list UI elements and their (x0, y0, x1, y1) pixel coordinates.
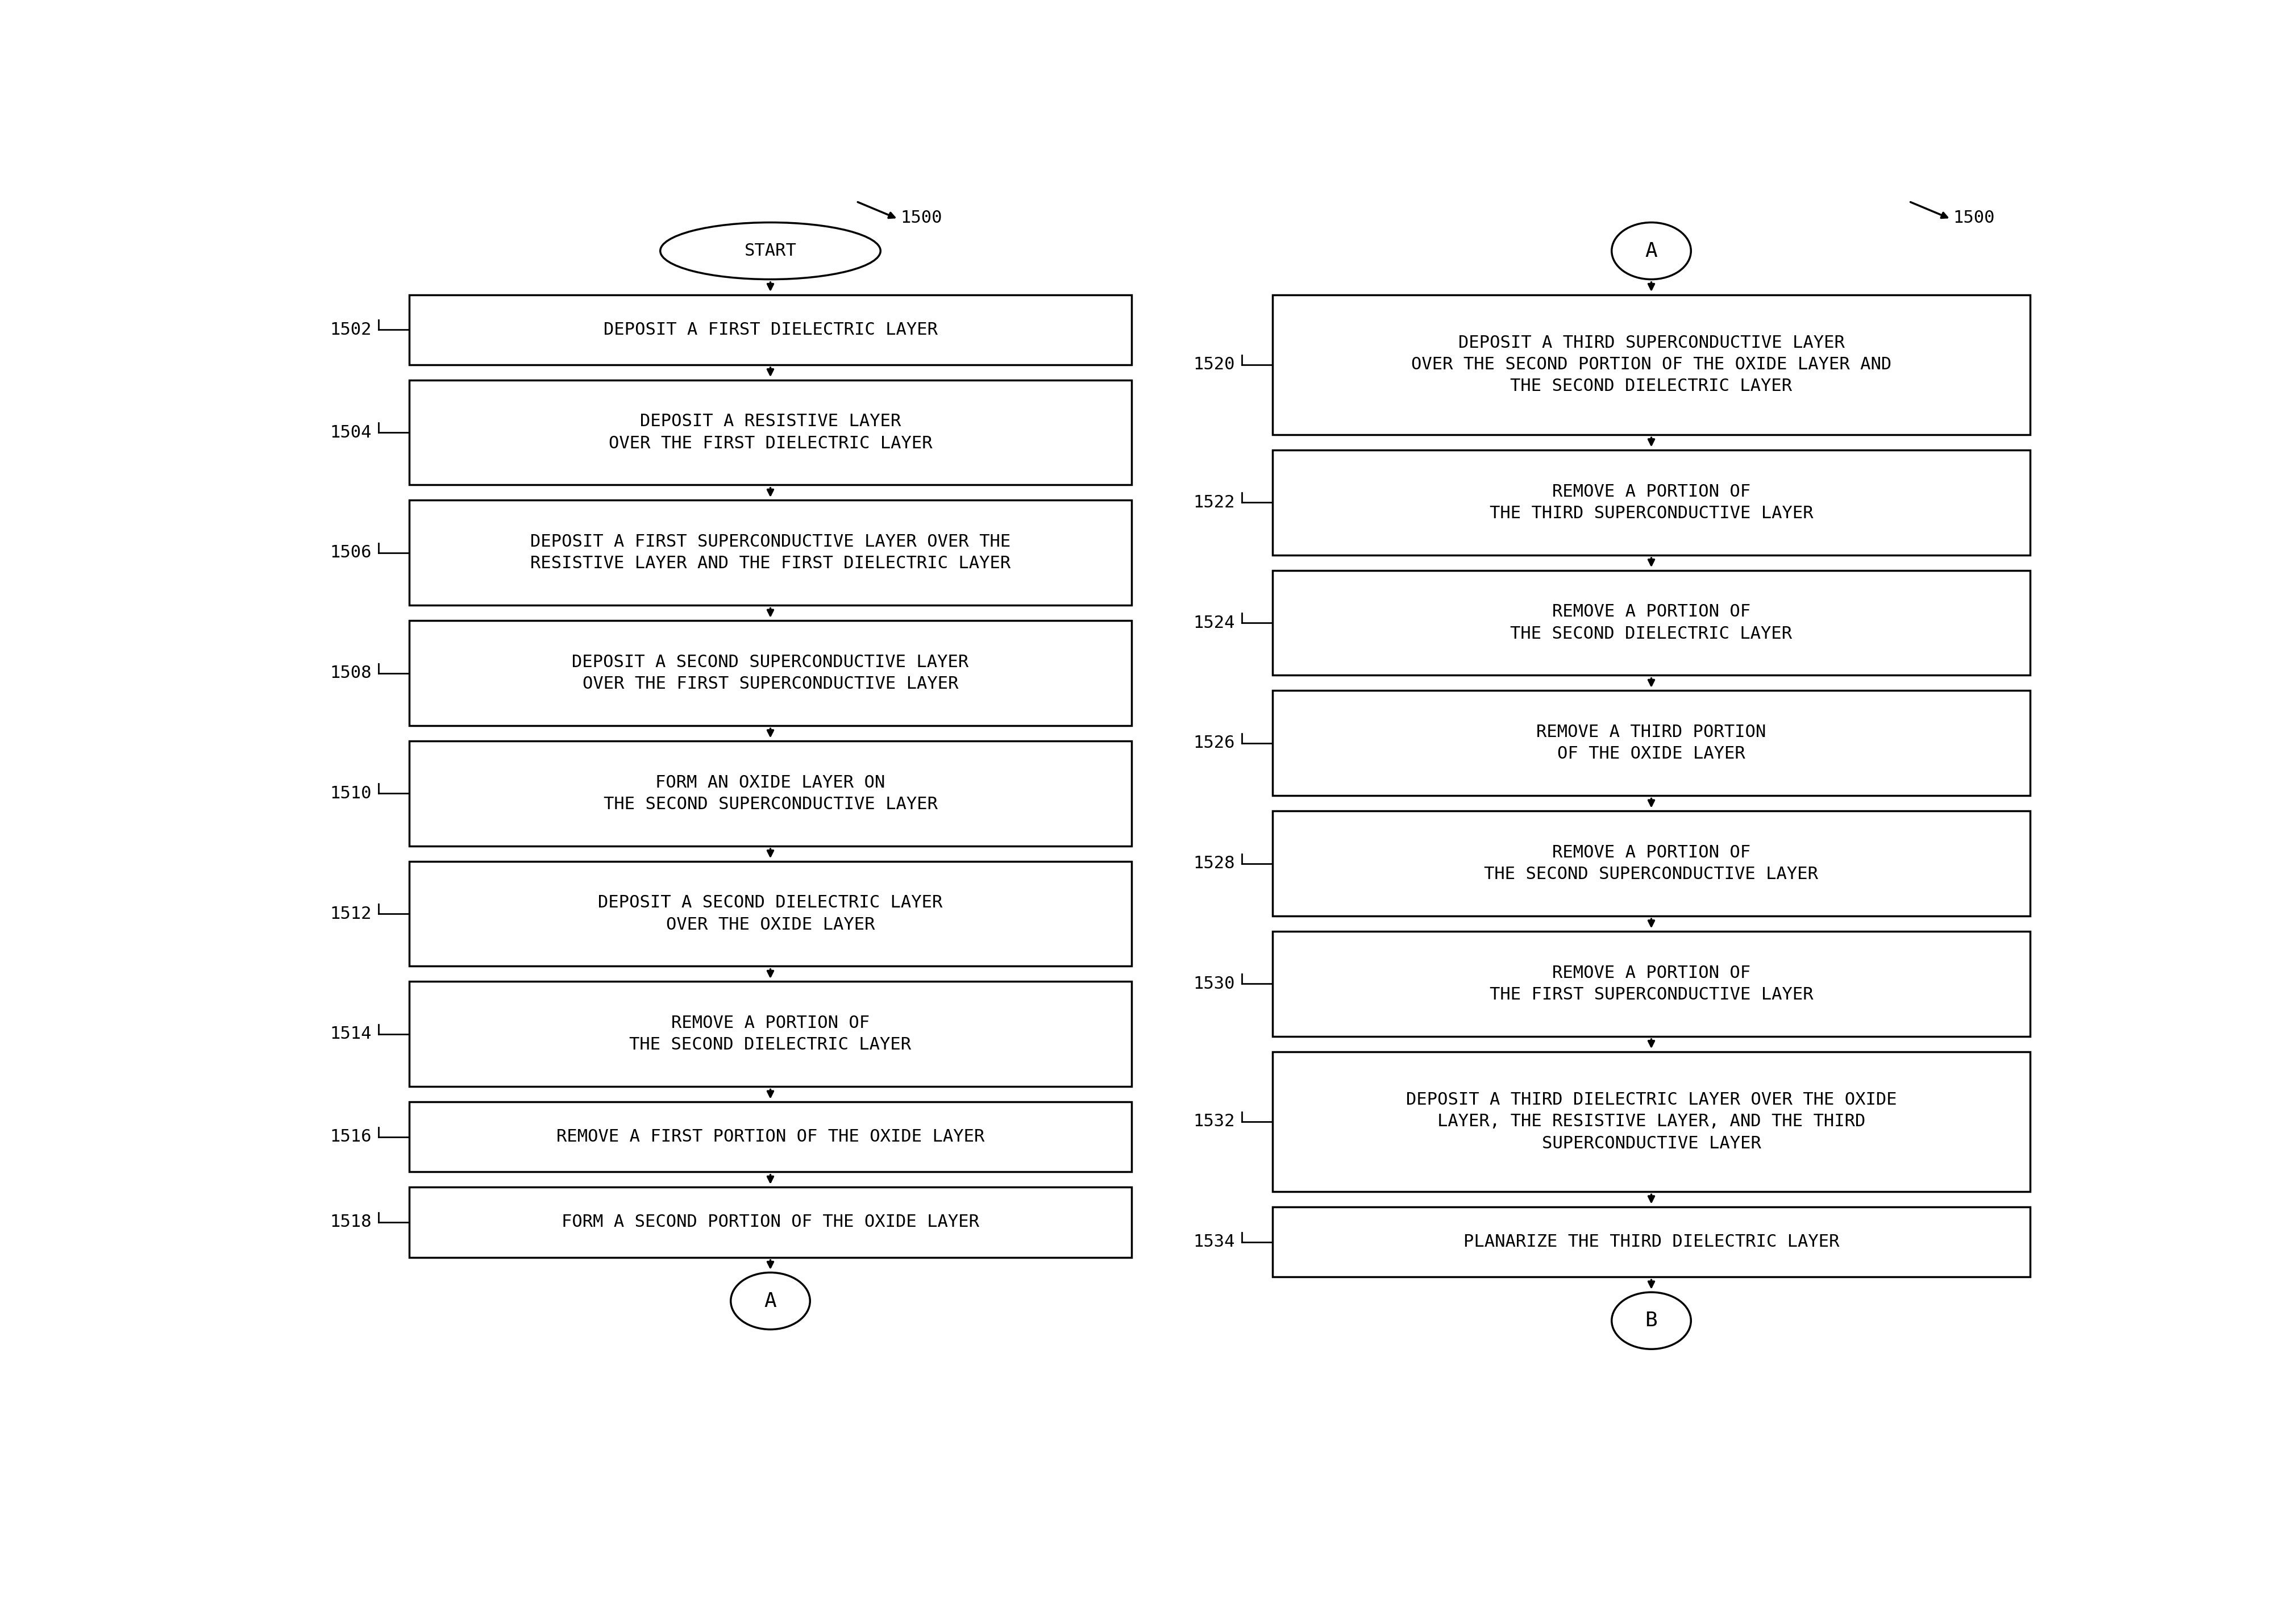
Text: PLANARIZE THE THIRD DIELECTRIC LAYER: PLANARIZE THE THIRD DIELECTRIC LAYER (1464, 1234, 1839, 1250)
Text: 1514: 1514 (329, 1026, 373, 1043)
Text: DEPOSIT A RESISTIVE LAYER
OVER THE FIRST DIELECTRIC LAYER: DEPOSIT A RESISTIVE LAYER OVER THE FIRST… (608, 414, 933, 451)
Ellipse shape (732, 1273, 810, 1330)
FancyBboxPatch shape (409, 620, 1132, 726)
Text: 1522: 1522 (1194, 494, 1235, 510)
Text: REMOVE A PORTION OF
THE SECOND DIELECTRIC LAYER: REMOVE A PORTION OF THE SECOND DIELECTRI… (1509, 604, 1793, 641)
FancyBboxPatch shape (409, 981, 1132, 1086)
Text: 1516: 1516 (329, 1129, 373, 1145)
Text: A: A (764, 1291, 778, 1311)
FancyBboxPatch shape (1272, 1052, 2031, 1192)
Text: REMOVE A THIRD PORTION
OF THE OXIDE LAYER: REMOVE A THIRD PORTION OF THE OXIDE LAYE… (1537, 724, 1766, 762)
Text: REMOVE A PORTION OF
THE SECOND SUPERCONDUCTIVE LAYER: REMOVE A PORTION OF THE SECOND SUPERCOND… (1484, 844, 1818, 882)
Text: 1504: 1504 (329, 424, 373, 440)
FancyBboxPatch shape (1272, 570, 2031, 676)
Text: 1512: 1512 (329, 906, 373, 922)
Text: 1520: 1520 (1194, 356, 1235, 374)
Text: 1502: 1502 (329, 322, 373, 338)
FancyBboxPatch shape (1272, 294, 2031, 435)
Text: REMOVE A FIRST PORTION OF THE OXIDE LAYER: REMOVE A FIRST PORTION OF THE OXIDE LAYE… (556, 1129, 983, 1145)
Text: FORM A SECOND PORTION OF THE OXIDE LAYER: FORM A SECOND PORTION OF THE OXIDE LAYER (563, 1215, 979, 1231)
FancyBboxPatch shape (1272, 1207, 2031, 1276)
Text: REMOVE A PORTION OF
THE THIRD SUPERCONDUCTIVE LAYER: REMOVE A PORTION OF THE THIRD SUPERCONDU… (1489, 484, 1814, 521)
Text: DEPOSIT A THIRD DIELECTRIC LAYER OVER THE OXIDE
LAYER, THE RESISTIVE LAYER, AND : DEPOSIT A THIRD DIELECTRIC LAYER OVER TH… (1407, 1091, 1896, 1151)
Text: 1500: 1500 (901, 209, 942, 226)
Text: 1510: 1510 (329, 784, 373, 802)
Ellipse shape (1612, 1293, 1690, 1350)
Text: DEPOSIT A FIRST SUPERCONDUCTIVE LAYER OVER THE
RESISTIVE LAYER AND THE FIRST DIE: DEPOSIT A FIRST SUPERCONDUCTIVE LAYER OV… (531, 534, 1011, 572)
FancyBboxPatch shape (409, 500, 1132, 606)
Text: 1524: 1524 (1194, 614, 1235, 632)
Text: FORM AN OXIDE LAYER ON
THE SECOND SUPERCONDUCTIVE LAYER: FORM AN OXIDE LAYER ON THE SECOND SUPERC… (604, 775, 938, 812)
Text: REMOVE A PORTION OF
THE SECOND DIELECTRIC LAYER: REMOVE A PORTION OF THE SECOND DIELECTRI… (629, 1015, 910, 1054)
FancyBboxPatch shape (1272, 690, 2031, 796)
FancyBboxPatch shape (1272, 810, 2031, 916)
FancyBboxPatch shape (409, 1187, 1132, 1257)
Text: 1518: 1518 (329, 1215, 373, 1231)
Text: DEPOSIT A SECOND DIELECTRIC LAYER
OVER THE OXIDE LAYER: DEPOSIT A SECOND DIELECTRIC LAYER OVER T… (599, 895, 942, 932)
FancyBboxPatch shape (409, 380, 1132, 486)
Text: 1508: 1508 (329, 664, 373, 682)
Text: REMOVE A PORTION OF
THE FIRST SUPERCONDUCTIVE LAYER: REMOVE A PORTION OF THE FIRST SUPERCONDU… (1489, 965, 1814, 1004)
Text: 1506: 1506 (329, 544, 373, 560)
Ellipse shape (1612, 222, 1690, 279)
FancyBboxPatch shape (409, 861, 1132, 966)
FancyBboxPatch shape (1272, 931, 2031, 1036)
Text: 1526: 1526 (1194, 736, 1235, 752)
Text: DEPOSIT A SECOND SUPERCONDUCTIVE LAYER
OVER THE FIRST SUPERCONDUCTIVE LAYER: DEPOSIT A SECOND SUPERCONDUCTIVE LAYER O… (572, 654, 970, 692)
Text: A: A (1644, 242, 1658, 260)
Text: 1530: 1530 (1194, 976, 1235, 992)
Text: 1532: 1532 (1194, 1114, 1235, 1130)
Text: B: B (1644, 1311, 1658, 1330)
FancyBboxPatch shape (1272, 450, 2031, 555)
Text: 1500: 1500 (1953, 209, 1994, 226)
Ellipse shape (661, 222, 880, 279)
Text: 1534: 1534 (1194, 1234, 1235, 1250)
FancyBboxPatch shape (409, 294, 1132, 365)
FancyBboxPatch shape (409, 1103, 1132, 1173)
Text: DEPOSIT A FIRST DIELECTRIC LAYER: DEPOSIT A FIRST DIELECTRIC LAYER (604, 322, 938, 338)
FancyBboxPatch shape (409, 741, 1132, 846)
Text: DEPOSIT A THIRD SUPERCONDUCTIVE LAYER
OVER THE SECOND PORTION OF THE OXIDE LAYER: DEPOSIT A THIRD SUPERCONDUCTIVE LAYER OV… (1411, 335, 1891, 395)
Text: START: START (743, 242, 796, 260)
Text: 1528: 1528 (1194, 856, 1235, 872)
